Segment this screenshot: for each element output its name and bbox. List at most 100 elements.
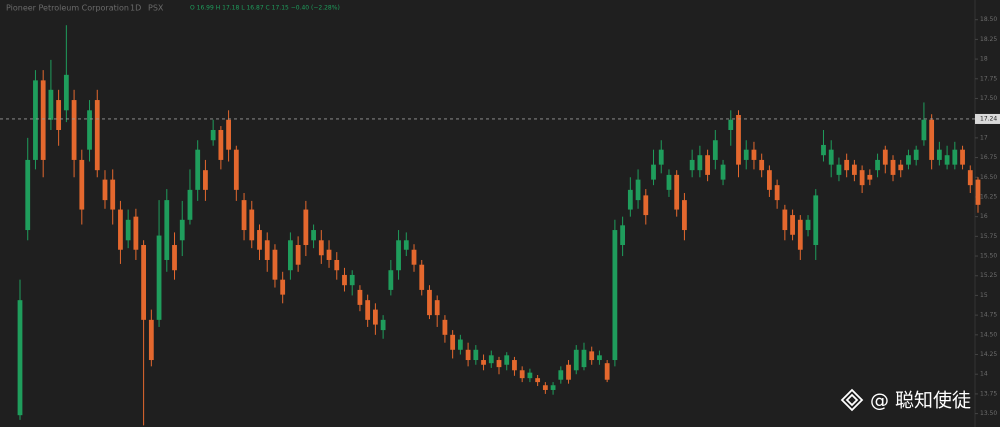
candle-body <box>388 270 394 290</box>
y-tick-label: 18 <box>980 56 988 63</box>
candle-body <box>720 164 726 180</box>
candle-body <box>573 349 579 371</box>
candle-body <box>952 149 958 165</box>
candle-body <box>457 339 463 350</box>
candle-body <box>25 159 31 231</box>
candle-body <box>674 174 680 210</box>
candle-body <box>759 159 765 171</box>
y-tick-label: 13.50 <box>980 410 997 417</box>
y-tick-label: 15 <box>980 292 988 299</box>
candle-body <box>241 200 247 231</box>
candle-body <box>179 219 185 241</box>
candle-body <box>736 115 741 165</box>
y-tick-label: 17.75 <box>980 75 997 82</box>
candle-body <box>682 200 687 231</box>
candle-body <box>411 249 417 265</box>
candle-body <box>195 149 201 190</box>
candle-body <box>264 240 270 260</box>
y-tick-label: 15.25 <box>980 272 997 279</box>
candle-body <box>133 216 139 250</box>
candle-body <box>519 370 525 379</box>
candle-body <box>442 319 448 335</box>
candle-body <box>218 129 224 160</box>
candle-body <box>581 349 587 368</box>
candle-body <box>767 170 772 190</box>
candle-body <box>597 355 602 361</box>
candle-body <box>535 378 541 383</box>
candle-body <box>836 164 842 175</box>
candle-body <box>79 159 85 210</box>
candle-body <box>56 100 62 130</box>
candle-body <box>63 74 69 111</box>
candle-body <box>403 240 409 250</box>
candle-body <box>148 319 154 361</box>
watermark: @ 聪知使徒 <box>870 390 971 412</box>
candle-body <box>620 225 626 246</box>
candle-body <box>110 179 116 210</box>
candle-body <box>87 110 92 150</box>
candle-body <box>821 144 826 156</box>
candle-body <box>790 215 795 235</box>
candle-body <box>960 149 965 165</box>
candle-body <box>334 259 340 271</box>
candle-body <box>751 149 757 160</box>
candle-body <box>851 164 857 175</box>
candle-body <box>419 264 425 290</box>
candle-body <box>257 230 262 250</box>
y-tick-label: 18.50 <box>980 16 997 23</box>
y-tick-label: 17.50 <box>980 95 997 102</box>
interval: 1D <box>130 4 141 13</box>
candle-body <box>465 349 471 361</box>
exchange: PSX <box>148 4 164 13</box>
candle-body <box>558 370 564 380</box>
candle-body <box>944 155 950 165</box>
candle-body <box>372 309 378 325</box>
candle-body <box>118 209 123 250</box>
candle-body <box>349 274 355 286</box>
candle-body <box>875 159 880 171</box>
candle-body <box>488 355 494 364</box>
candle-body <box>33 80 38 160</box>
y-tick-label: 16.25 <box>980 193 997 200</box>
candle-body <box>666 174 672 190</box>
candle-body <box>859 170 865 186</box>
candle-body <box>805 219 811 231</box>
candle-body <box>326 249 332 260</box>
candle-body <box>396 240 401 271</box>
watermark-icon <box>840 388 864 412</box>
candle-body <box>774 185 780 201</box>
candle-body <box>203 170 208 190</box>
candle-body <box>288 240 293 271</box>
candle-body <box>635 179 641 201</box>
candle-body <box>303 209 309 246</box>
candles <box>17 25 981 426</box>
candle-body <box>172 245 177 271</box>
y-tick-label: 17 <box>980 134 988 141</box>
y-tick-label: 14.75 <box>980 312 997 319</box>
candle-body <box>651 164 656 180</box>
y-tick-label: 18.25 <box>980 36 997 43</box>
candle-body <box>658 149 664 165</box>
candle-body <box>712 140 718 160</box>
candle-body <box>427 289 432 316</box>
candle-body <box>94 100 100 171</box>
y-tick-label: 14.50 <box>980 331 997 338</box>
candle-body <box>380 319 386 331</box>
candle-body <box>434 300 440 316</box>
candle-body <box>975 179 981 205</box>
last-price-tag <box>975 113 1000 124</box>
candle-body <box>226 119 231 150</box>
candle-body <box>844 159 850 171</box>
candle-body <box>913 149 919 160</box>
candle-body <box>48 89 54 120</box>
y-tick-label: 14.25 <box>980 351 997 358</box>
candle-body <box>643 195 649 216</box>
candle-body <box>882 149 888 165</box>
candle-body <box>365 300 371 320</box>
candle-body <box>689 159 695 171</box>
candle-body <box>813 195 819 246</box>
candle-body <box>797 219 803 250</box>
candle-body <box>473 349 479 361</box>
candle-body <box>612 230 618 361</box>
